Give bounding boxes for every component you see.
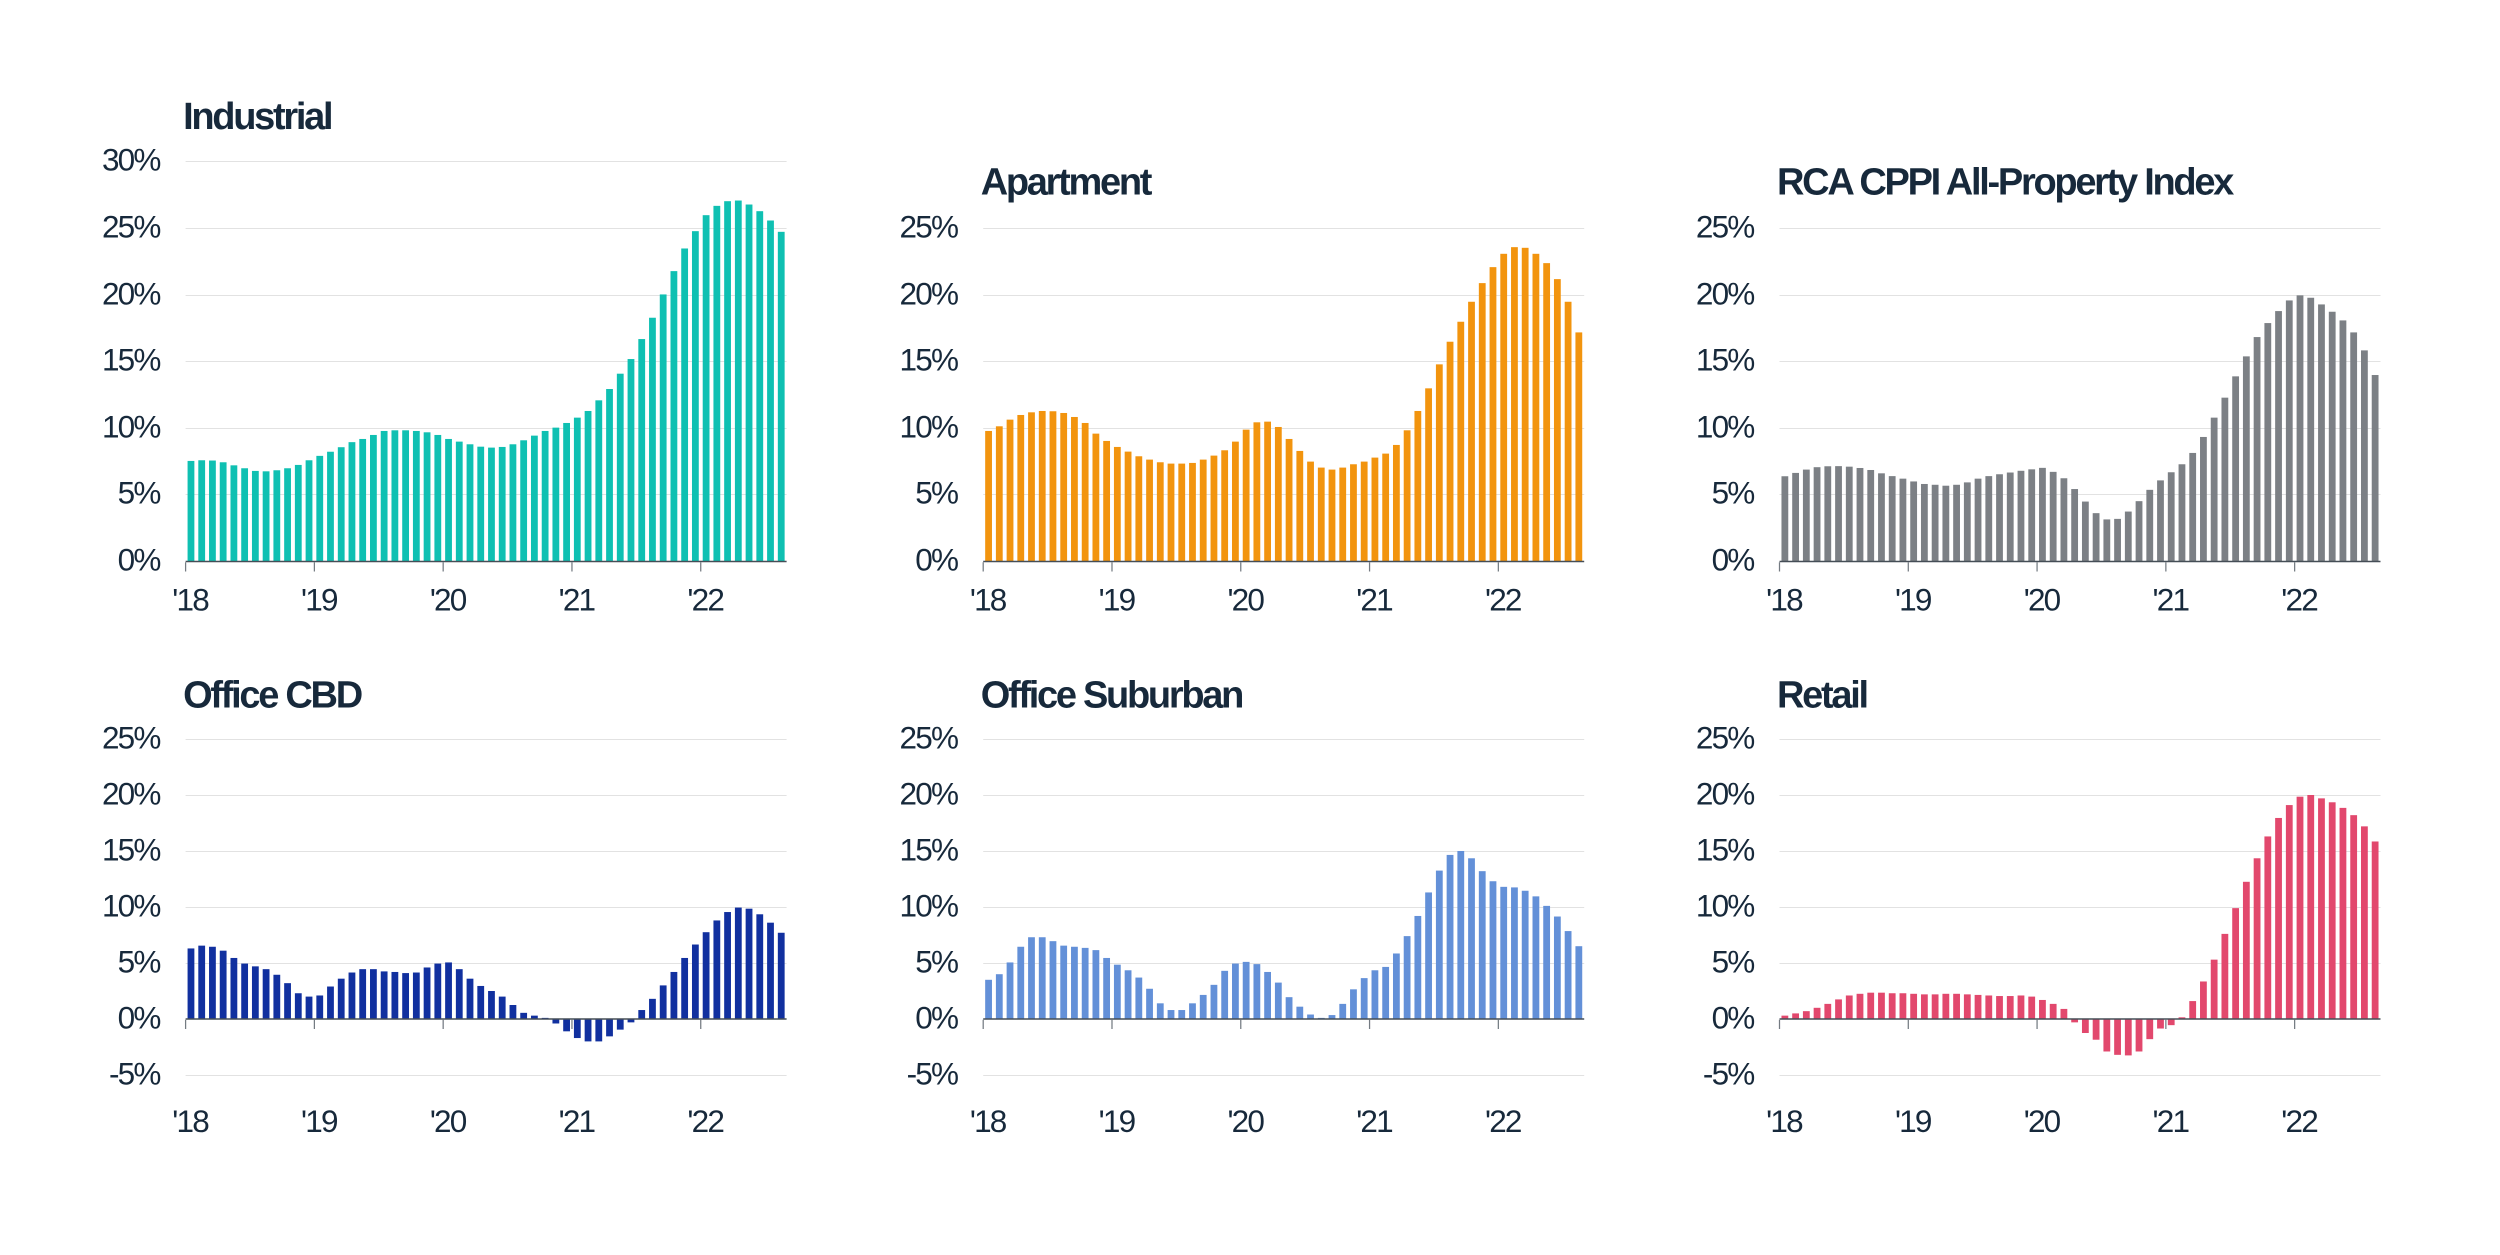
svg-text:Office CBD: Office CBD (183, 675, 362, 717)
svg-text:15%: 15% (900, 342, 958, 378)
svg-text:'19: '19 (1895, 1103, 1932, 1139)
svg-text:15%: 15% (1696, 832, 1754, 868)
svg-text:'21: '21 (1356, 582, 1392, 618)
svg-text:'22: '22 (2281, 1103, 2317, 1139)
svg-text:'19: '19 (1895, 582, 1932, 618)
svg-text:10%: 10% (900, 888, 958, 924)
svg-text:'21: '21 (559, 582, 595, 618)
svg-text:25%: 25% (900, 209, 958, 245)
svg-text:'21: '21 (559, 1103, 595, 1139)
svg-text:20%: 20% (1696, 276, 1754, 312)
svg-text:'18: '18 (172, 1103, 209, 1139)
svg-text:10%: 10% (1696, 888, 1754, 924)
svg-text:5%: 5% (915, 944, 958, 980)
svg-text:-5%: -5% (1703, 1056, 1754, 1092)
svg-text:15%: 15% (102, 342, 160, 378)
svg-text:'20: '20 (1227, 1103, 1264, 1139)
svg-text:20%: 20% (900, 776, 958, 812)
svg-text:0%: 0% (1712, 542, 1755, 578)
svg-text:'22: '22 (687, 1103, 723, 1139)
svg-text:25%: 25% (1696, 209, 1754, 245)
svg-text:'20: '20 (1227, 582, 1264, 618)
svg-text:'22: '22 (1485, 1103, 1521, 1139)
svg-text:0%: 0% (1712, 1000, 1755, 1036)
svg-text:'22: '22 (2281, 582, 2317, 618)
svg-text:0%: 0% (118, 542, 161, 578)
svg-text:15%: 15% (102, 832, 160, 868)
svg-text:Retail: Retail (1777, 675, 1867, 717)
svg-text:Apartment: Apartment (981, 162, 1153, 204)
svg-text:-5%: -5% (109, 1056, 160, 1092)
svg-text:10%: 10% (102, 888, 160, 924)
svg-text:20%: 20% (102, 276, 160, 312)
svg-text:5%: 5% (118, 944, 161, 980)
svg-text:10%: 10% (1696, 409, 1754, 445)
svg-text:'18: '18 (970, 1103, 1007, 1139)
svg-text:'22: '22 (1485, 582, 1521, 618)
svg-text:5%: 5% (1712, 944, 1755, 980)
svg-text:25%: 25% (1696, 720, 1754, 756)
svg-text:0%: 0% (118, 1000, 161, 1036)
svg-text:5%: 5% (118, 475, 161, 511)
svg-text:'21: '21 (2153, 582, 2189, 618)
svg-text:0%: 0% (915, 542, 958, 578)
svg-text:5%: 5% (915, 475, 958, 511)
svg-text:'18: '18 (970, 582, 1007, 618)
svg-text:20%: 20% (1696, 776, 1754, 812)
svg-text:0%: 0% (915, 1000, 958, 1036)
svg-text:25%: 25% (102, 720, 160, 756)
svg-text:'20: '20 (2024, 1103, 2061, 1139)
svg-text:'19: '19 (301, 582, 338, 618)
svg-text:10%: 10% (900, 409, 958, 445)
svg-text:15%: 15% (1696, 342, 1754, 378)
svg-text:Industrial: Industrial (183, 96, 331, 138)
svg-text:'19: '19 (301, 1103, 338, 1139)
svg-text:'20: '20 (430, 582, 467, 618)
svg-text:20%: 20% (102, 776, 160, 812)
svg-text:'20: '20 (2024, 582, 2061, 618)
svg-text:'18: '18 (172, 582, 209, 618)
svg-text:15%: 15% (900, 832, 958, 868)
svg-text:30%: 30% (102, 142, 160, 178)
svg-text:'21: '21 (2153, 1103, 2189, 1139)
svg-text:5%: 5% (1712, 475, 1755, 511)
svg-text:'18: '18 (1766, 582, 1803, 618)
svg-text:20%: 20% (900, 276, 958, 312)
svg-text:Office Suburban: Office Suburban (981, 675, 1242, 717)
svg-text:'21: '21 (1356, 1103, 1392, 1139)
svg-text:'20: '20 (430, 1103, 467, 1139)
svg-text:'18: '18 (1766, 1103, 1803, 1139)
svg-text:10%: 10% (102, 409, 160, 445)
svg-text:'19: '19 (1099, 582, 1136, 618)
svg-text:RCA CPPI All-Property Index: RCA CPPI All-Property Index (1777, 162, 2234, 204)
svg-text:'19: '19 (1099, 1103, 1136, 1139)
svg-text:25%: 25% (102, 209, 160, 245)
svg-text:-5%: -5% (907, 1056, 958, 1092)
svg-text:25%: 25% (900, 720, 958, 756)
svg-text:'22: '22 (687, 582, 723, 618)
